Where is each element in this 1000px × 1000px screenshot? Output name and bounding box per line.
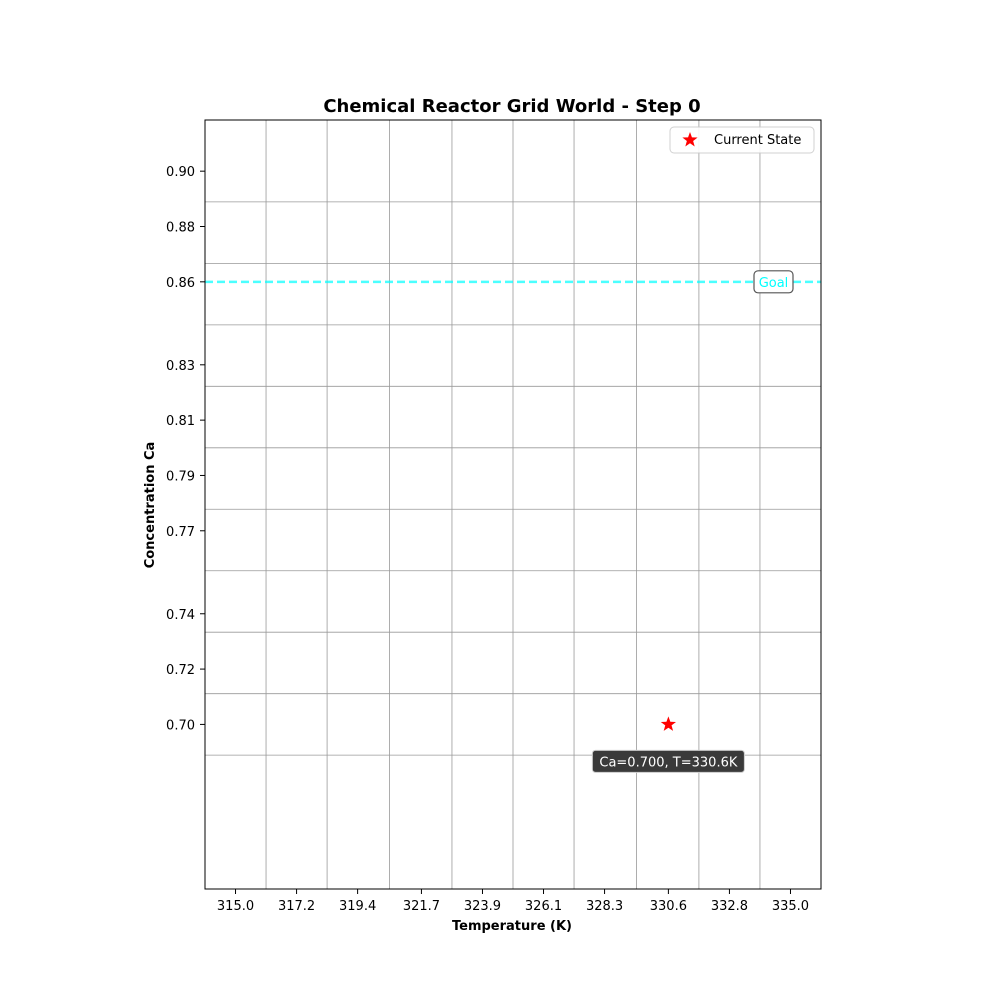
x-tick-label: 330.6: [650, 899, 687, 914]
x-tick-label: 319.4: [339, 899, 376, 914]
plot-frame: [204, 119, 822, 890]
y-tick-label: 0.77: [166, 525, 195, 540]
y-tick-label: 0.83: [166, 359, 195, 374]
goal-layer: Goal: [205, 270, 821, 294]
y-tick-label: 0.70: [166, 718, 195, 733]
data-layer: Ca=0.700, T=330.6K: [591, 716, 745, 773]
y-tick-label: 0.90: [166, 165, 195, 180]
goal-label-box: [753, 270, 794, 294]
legend-marker: [682, 132, 698, 147]
x-tick-label: 321.7: [403, 899, 440, 914]
grid: [205, 120, 821, 889]
y-tick-label: 0.79: [166, 469, 195, 484]
y-tick-label: 0.74: [166, 608, 195, 623]
legend-box: [669, 126, 815, 154]
legend: Current State: [669, 126, 815, 154]
x-tick-label: 317.2: [278, 899, 315, 914]
x-tick-label: 335.0: [772, 899, 809, 914]
y-axis-label: Concentration Ca: [143, 442, 158, 569]
axes: 315.0 317.2 319.4 321.7 323.9 326.1 328.3 330.6…: [166, 119, 822, 914]
state-annotation: Ca=0.700, T=330.6K: [599, 755, 737, 770]
x-axis-label: Temperature (K): [452, 919, 572, 934]
chart-title: Chemical Reactor Grid World - Step 0: [323, 96, 700, 117]
y-tick-label: 0.88: [166, 220, 195, 235]
x-tick-label: 332.8: [711, 899, 748, 914]
y-tick-label: 0.72: [166, 663, 195, 678]
x-tick-label: 323.9: [464, 899, 501, 914]
legend-label: Current State: [714, 133, 801, 148]
x-tick-label: 315.0: [217, 899, 254, 914]
state-annotation-box: [591, 749, 745, 773]
goal-label: Goal: [759, 276, 789, 291]
x-tick-label: 328.3: [586, 899, 623, 914]
y-tick-label: 0.86: [166, 276, 195, 291]
x-tick-label: 326.1: [525, 899, 562, 914]
y-tick-label: 0.81: [166, 414, 195, 429]
current-state-marker: [660, 716, 676, 731]
